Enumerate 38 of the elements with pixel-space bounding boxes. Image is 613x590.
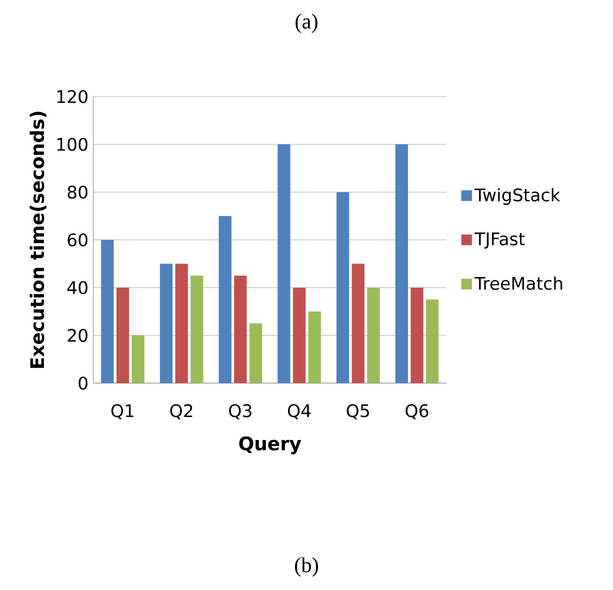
y-tick-label: 0 [78, 376, 88, 390]
legend-label: TreeMatch [474, 276, 562, 290]
text: (b) [295, 558, 318, 577]
x-tick-label: Q6 [406, 404, 428, 420]
y-tick-label: 20 [68, 328, 88, 342]
x-tick-label: Q1 [111, 404, 134, 420]
legend-label: TJFast [474, 232, 525, 249]
bar [190, 276, 204, 384]
legend-label: TwigStack [474, 188, 560, 205]
x-tick-label: Q4 [288, 404, 311, 420]
bar [160, 264, 173, 384]
x-tick-label: Q5 [346, 404, 369, 420]
bar [249, 324, 262, 384]
bar [218, 216, 232, 384]
y-tick-label: 40 [67, 281, 88, 294]
bar [292, 288, 306, 384]
y-axis-title: Execution time(seconds) [30, 112, 46, 368]
bar [116, 288, 130, 384]
bar [395, 144, 408, 384]
bar [308, 312, 321, 384]
y-tick-label: 60 [68, 233, 88, 247]
bar [352, 264, 364, 384]
x-tick-label: Q2 [170, 404, 192, 420]
bar [426, 300, 439, 384]
text: (a) [296, 14, 318, 34]
bar [175, 264, 188, 384]
bar [336, 192, 350, 384]
x-axis-title: Query [239, 436, 302, 454]
x-tick-label: Q3 [229, 404, 252, 420]
bar [101, 240, 114, 384]
y-tick-label: 120 [57, 90, 88, 104]
bar [367, 288, 380, 384]
y-tick-label: 80 [68, 186, 88, 199]
bar [410, 288, 424, 384]
bar [132, 336, 144, 384]
y-tick-label: 100 [57, 138, 88, 152]
bar [234, 276, 247, 384]
bar [278, 144, 290, 384]
